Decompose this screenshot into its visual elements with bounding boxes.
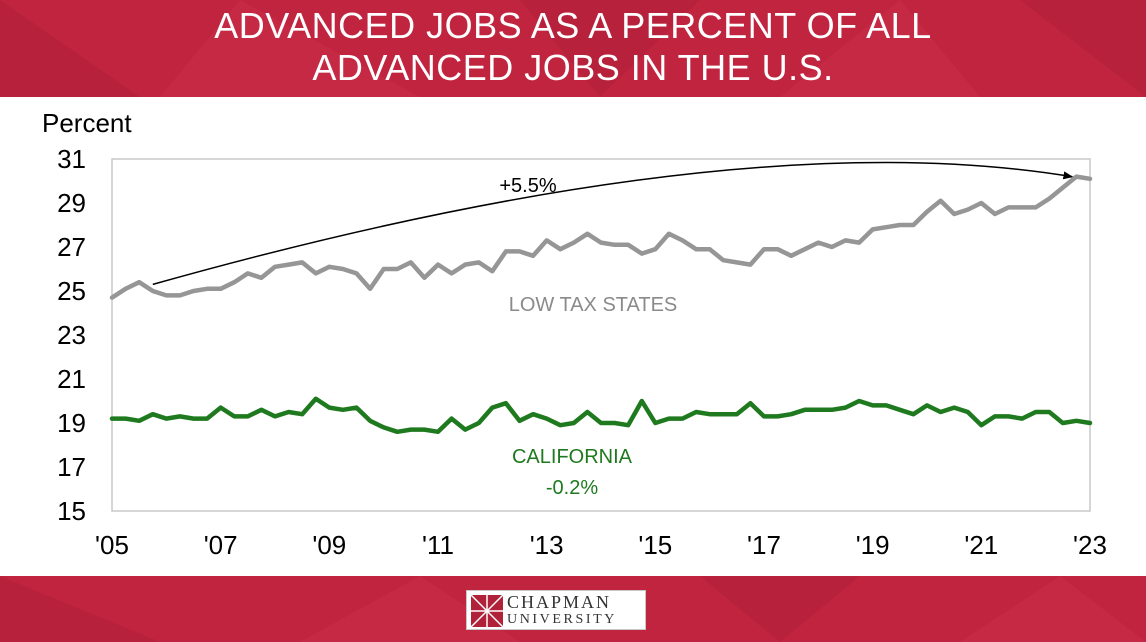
chapman-emblem-icon: [471, 595, 503, 627]
y-tick-label: 31: [57, 144, 86, 174]
series-line-california: [109, 396, 1093, 435]
y-tick-label: 23: [57, 320, 86, 350]
series-label-low-tax-states: LOW TAX STATES: [509, 294, 678, 316]
chart-title-line-2: ADVANCED JOBS IN THE U.S.: [312, 47, 834, 88]
chapman-logo: CHAPMAN UNIVERSITY: [466, 590, 646, 630]
series-label-california: CALIFORNIA: [512, 446, 633, 468]
x-tick-label: '05: [95, 530, 129, 560]
footer-pattern: [0, 576, 1146, 642]
y-tick-label: 17: [57, 452, 86, 482]
logo-line-2: UNIVERSITY: [507, 612, 617, 627]
series-line-low-tax-states: [109, 174, 1093, 300]
trend-arrow: [152, 161, 1074, 286]
line-chart: Percent 15 17 19 21 23 25 27 29 31 '05 '07 '09 '11 '…: [42, 108, 1107, 560]
x-tick-label: '11: [422, 530, 454, 560]
logo-line-1: CHAPMAN: [507, 592, 612, 612]
plot-frame: [111, 158, 1091, 512]
y-tick-label: 19: [57, 408, 86, 438]
y-tick-label: 29: [57, 188, 86, 218]
y-tick-label: 25: [57, 276, 86, 306]
x-tick-label: '09: [312, 530, 346, 560]
x-tick-label: '13: [530, 530, 564, 560]
chart-title-line-1: ADVANCED JOBS AS A PERCENT OF ALL: [214, 5, 932, 46]
x-tick-label: '07: [204, 530, 238, 560]
chart-area: Percent 15 17 19 21 23 25 27 29 31 '05 '07 '09 '11 '…: [0, 97, 1146, 576]
x-tick-label: '23: [1073, 530, 1107, 560]
chart-title: ADVANCED JOBS AS A PERCENT OF ALL ADVANC…: [0, 5, 1146, 89]
x-tick-label: '21: [964, 530, 998, 560]
footer-banner: CHAPMAN UNIVERSITY: [0, 576, 1146, 642]
y-axis-label: Percent: [42, 108, 132, 138]
trend-change-label: +5.5%: [499, 175, 556, 197]
banner-pattern: [0, 0, 1146, 97]
series-change-california: -0.2%: [546, 477, 598, 499]
y-tick-label: 15: [57, 496, 86, 526]
x-tick-label: '19: [856, 530, 890, 560]
title-banner: ADVANCED JOBS AS A PERCENT OF ALL ADVANC…: [0, 0, 1146, 97]
y-tick-label: 21: [57, 364, 86, 394]
x-tick-label: '17: [747, 530, 781, 560]
y-tick-label: 27: [57, 232, 86, 262]
logo-wordmark: CHAPMAN UNIVERSITY: [507, 592, 617, 628]
x-tick-label: '15: [638, 530, 672, 560]
